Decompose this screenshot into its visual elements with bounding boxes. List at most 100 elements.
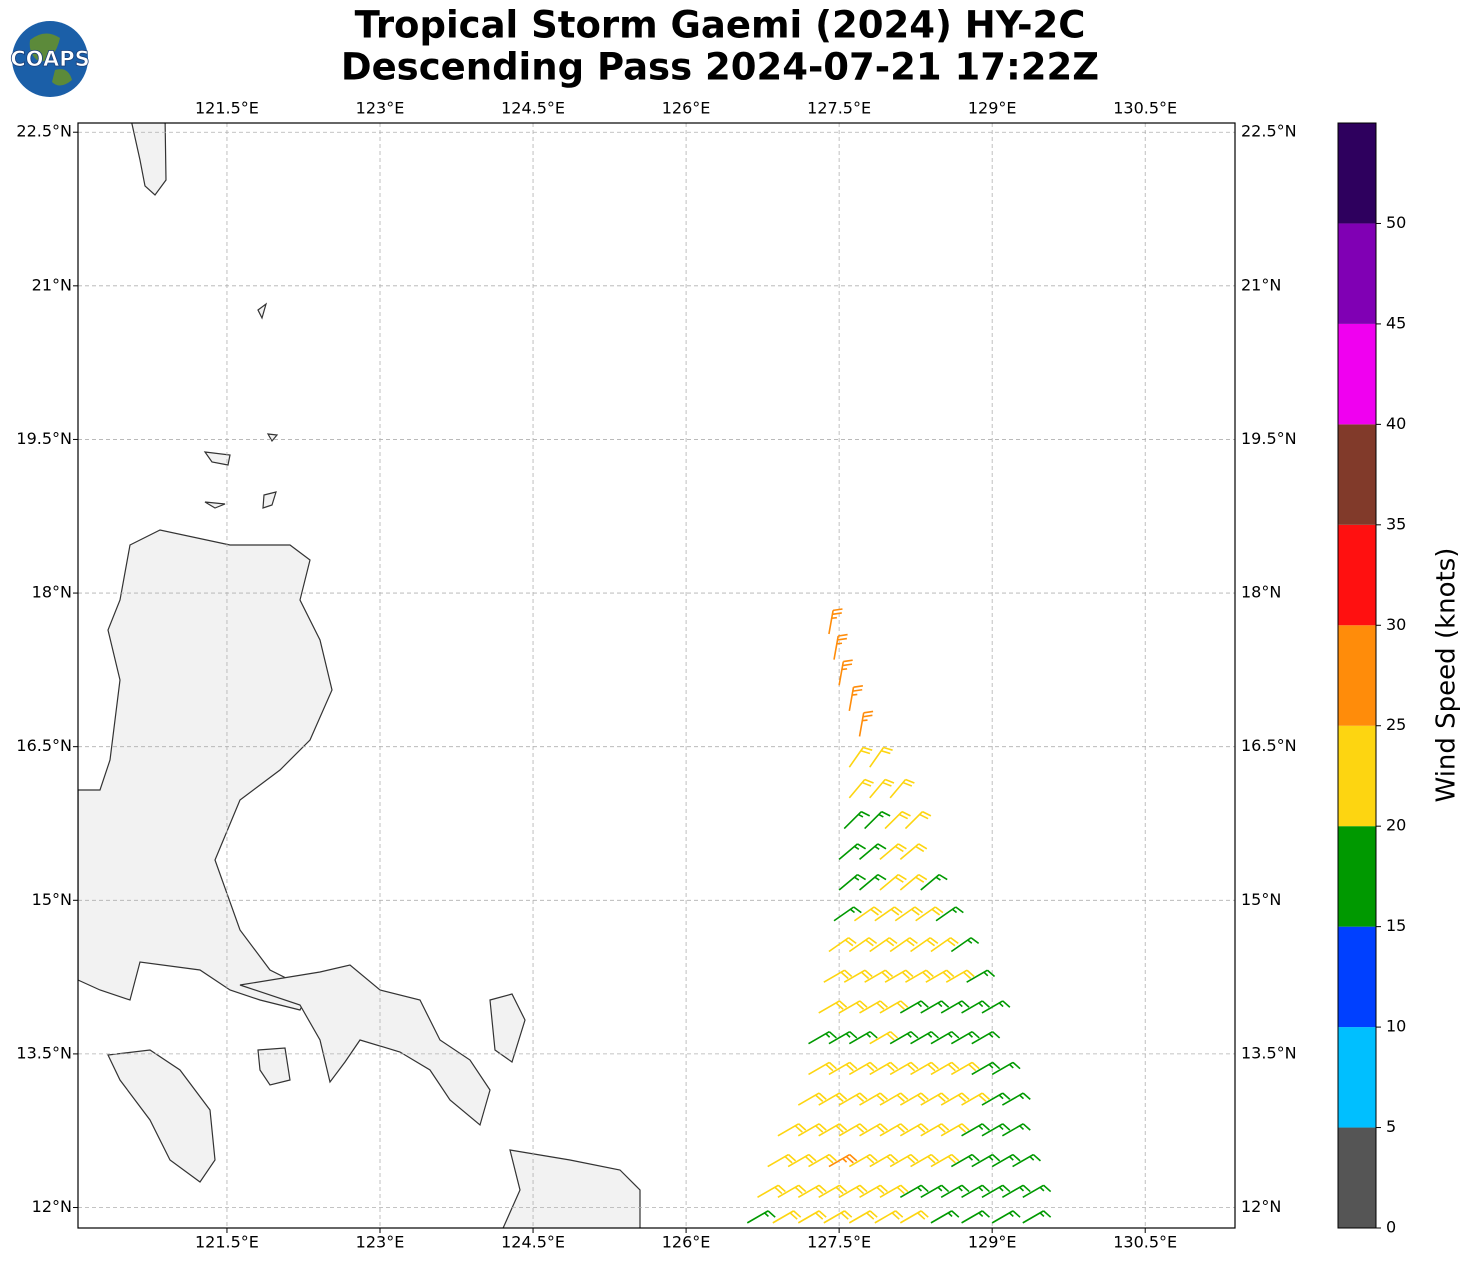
wind-barb (981, 1092, 1011, 1106)
y-tick-label: 16.5°N (16, 736, 72, 755)
wind-barb (879, 1184, 909, 1198)
wind-barb (966, 969, 996, 983)
colorbar-tick-label: 50 (1386, 213, 1406, 232)
wind-barb (828, 1030, 858, 1045)
wind-barb (940, 1123, 970, 1137)
wind-barb (853, 906, 883, 922)
wind-barb (848, 1153, 878, 1168)
wind-barb (859, 843, 887, 860)
wind-barb (940, 1184, 970, 1198)
colorbar-frame (1337, 122, 1377, 1229)
colorbar-segment (1338, 223, 1376, 324)
logo: COAPS (10, 21, 90, 97)
wind-barb (869, 1030, 899, 1045)
colorbar-tick-label: 45 (1386, 313, 1406, 332)
wind-barb (930, 1061, 960, 1076)
wind-barb (859, 1092, 888, 1106)
wind-barb (1001, 1092, 1031, 1106)
wind-barb (930, 1210, 960, 1224)
land (131, 123, 167, 196)
wind-barb (838, 843, 867, 860)
wind-barb (746, 1210, 776, 1224)
wind-barb (874, 906, 903, 922)
wind-barb (971, 1061, 1001, 1076)
wind-barb (961, 1123, 990, 1137)
colorbar-segment (1338, 725, 1376, 827)
wind-barb (991, 1153, 1021, 1168)
wind-barb (940, 1000, 970, 1014)
wind-barb (808, 1030, 837, 1045)
wind-barb (848, 746, 873, 768)
wind-barb (848, 1210, 878, 1224)
y-tick-label: 13.5°N (1241, 1043, 1297, 1062)
wind-barb (930, 1030, 960, 1045)
wind-barb (869, 746, 893, 768)
y-tick-label: 22.5°N (16, 122, 72, 141)
wind-barb (869, 1061, 899, 1076)
wind-barb (920, 1000, 950, 1014)
wind-barb (808, 1153, 837, 1168)
wind-barb (797, 1092, 827, 1106)
wind-barb (858, 710, 874, 737)
wind-barb (843, 969, 873, 983)
wind-barb (991, 1210, 1021, 1224)
wind-barb (757, 1184, 786, 1198)
wind-barb (859, 1184, 888, 1198)
wind-barb (1022, 1210, 1052, 1224)
x-tick-label: 121.5°E (195, 99, 259, 118)
grid-layer: 121.5°E 121.5°E 123°E 123°E 124.5°E 124.5°E 12… (16, 99, 1296, 1252)
wind-barb (838, 1000, 868, 1014)
land-layer (78, 123, 641, 1228)
colorbar-segment (1338, 926, 1376, 1028)
land (203, 302, 279, 509)
x-tick-label: 126°E (662, 1233, 711, 1252)
wind-barb (889, 937, 918, 953)
wind-barb (899, 1000, 929, 1014)
y-tick-label: 12°N (32, 1197, 72, 1216)
wind-barb (1012, 1153, 1041, 1168)
colorbar-segment (1338, 625, 1376, 726)
land (257, 1047, 291, 1086)
y-tick-label: 21°N (32, 275, 72, 294)
wind-barb (915, 906, 944, 922)
wind-barb (884, 969, 914, 983)
land (502, 1149, 641, 1228)
wind-barb (797, 1210, 827, 1224)
wind-barb (818, 1000, 848, 1014)
wind-barb (950, 1153, 980, 1168)
wind-barb (777, 1123, 807, 1137)
wind-barb (833, 906, 862, 922)
land (239, 964, 491, 1127)
map-frame (77, 122, 1236, 1229)
wind-barb (910, 1030, 939, 1045)
wind-barb (950, 937, 980, 953)
wind-barb (797, 1184, 827, 1198)
wind-barb (859, 873, 887, 891)
wind-barb (869, 1153, 899, 1168)
wind-barb (910, 937, 939, 953)
y-tick-label: 18°N (1241, 583, 1281, 602)
colorbar-tick-label: 25 (1386, 715, 1406, 734)
colorbar-tick-label: 15 (1386, 916, 1406, 935)
y-tick-label: 22.5°N (1241, 122, 1297, 141)
land (107, 1049, 216, 1183)
title-line: Tropical Storm Gaemi (2024) HY-2C (355, 4, 1086, 47)
x-tick-label: 121.5°E (195, 1233, 259, 1252)
colorbar-tick-label: 10 (1386, 1017, 1406, 1036)
wind-barb (848, 1061, 878, 1076)
x-tick-label: 123°E (356, 99, 405, 118)
wind-barb (808, 1061, 837, 1076)
x-tick-label: 123°E (356, 1233, 405, 1252)
wind-barb (859, 1123, 888, 1137)
wind-barb (864, 810, 891, 830)
wind-barb (889, 1153, 919, 1168)
wind-barb (864, 969, 894, 983)
colorbar-tick-label: 5 (1386, 1117, 1396, 1136)
wind-barb (838, 659, 853, 686)
wind-barb (925, 969, 955, 983)
wind-barb (899, 873, 928, 891)
wind-barb (884, 810, 911, 830)
wind-barb (848, 778, 874, 799)
colorbar-tick-label: 35 (1386, 514, 1406, 533)
